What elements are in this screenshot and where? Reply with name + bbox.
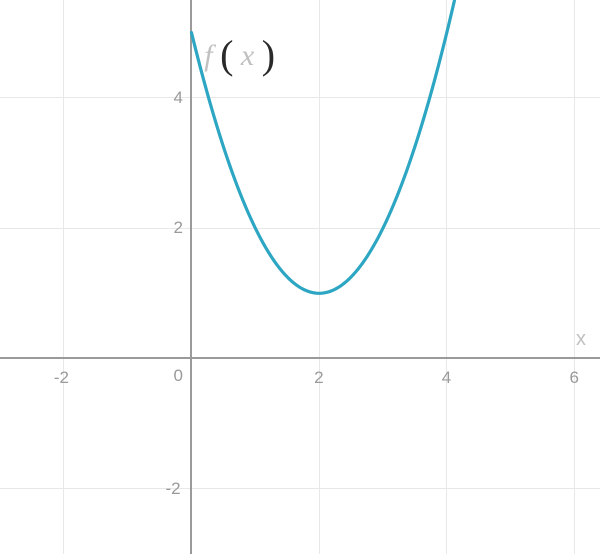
x-axis	[0, 357, 600, 359]
gridline-vertical	[63, 0, 64, 554]
function-label-x: x	[241, 39, 254, 72]
gridline-vertical	[319, 0, 320, 554]
y-tick-label: -2	[165, 479, 180, 499]
x-tick-label: 2	[314, 368, 323, 388]
y-tick-label: 4	[173, 88, 182, 108]
y-axis	[190, 0, 192, 554]
gridline-vertical	[574, 0, 575, 554]
gridline-vertical	[446, 0, 447, 554]
x-tick-label: -2	[54, 368, 69, 388]
x-tick-label: 0	[173, 366, 182, 386]
function-label-f: f	[204, 39, 212, 72]
gridline-horizontal	[0, 488, 600, 489]
gridline-horizontal	[0, 228, 600, 229]
gridline-horizontal	[0, 97, 600, 98]
function-label: f ( x )	[204, 31, 275, 78]
parabola-chart: f ( x ) x -2 0 2 4 6 -2 2 4	[0, 0, 600, 554]
function-label-lparen: (	[220, 32, 233, 77]
y-tick-label: 2	[173, 218, 182, 238]
curve-layer	[0, 0, 600, 554]
x-tick-label: 6	[569, 368, 578, 388]
x-axis-label: x	[576, 328, 586, 351]
x-tick-label: 4	[442, 368, 451, 388]
function-label-rparen: )	[262, 32, 275, 77]
